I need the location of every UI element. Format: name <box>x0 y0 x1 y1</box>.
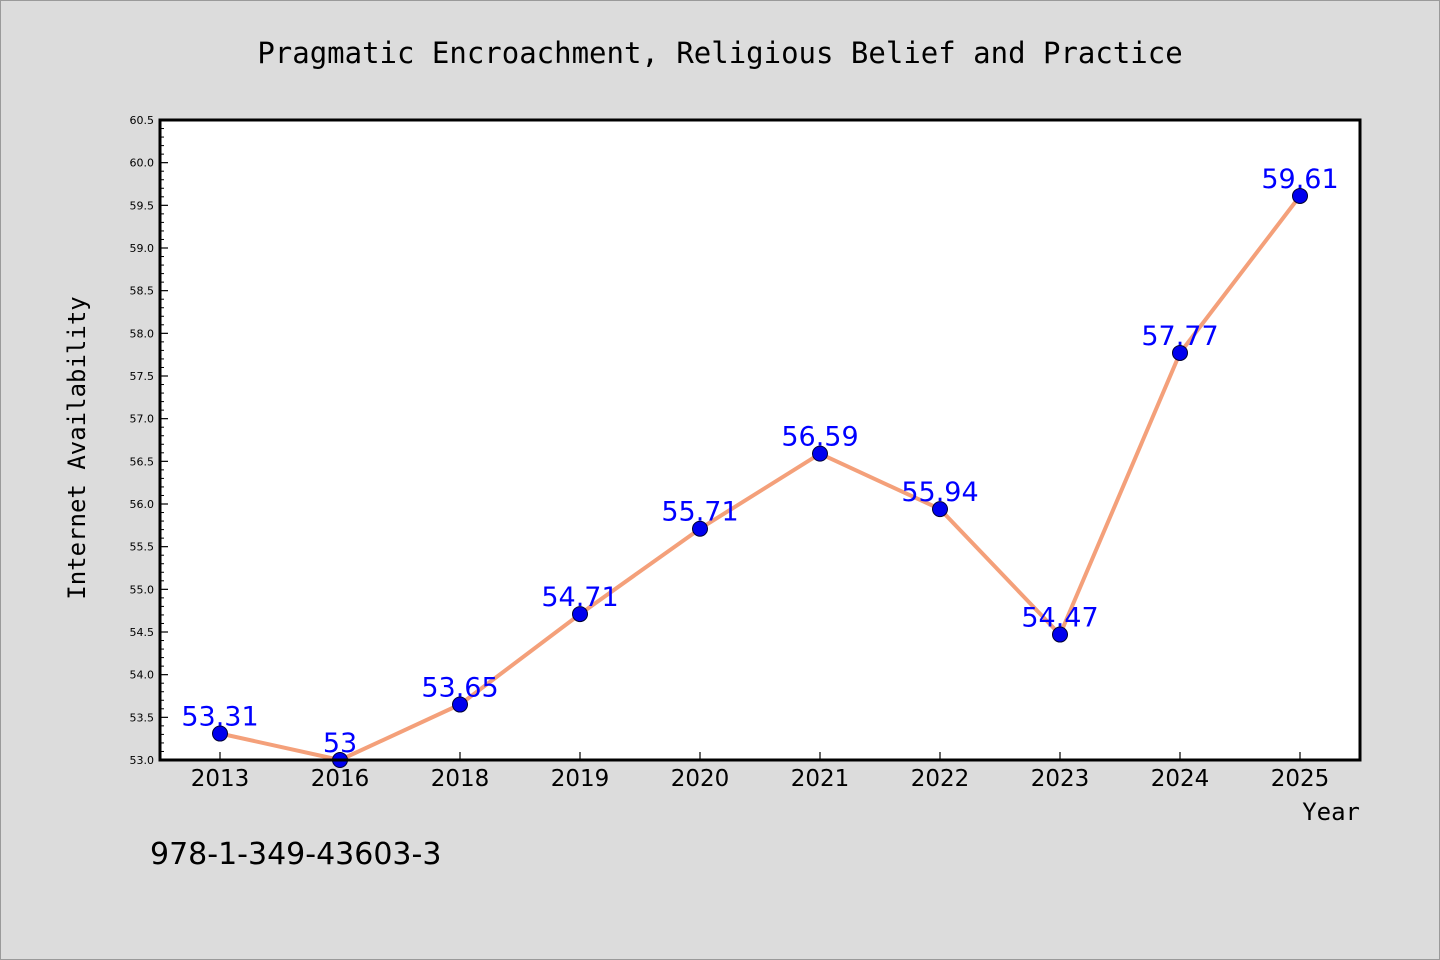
x-tick-label: 2016 <box>311 766 370 792</box>
data-point <box>692 520 708 537</box>
x-axis-ticks: 2013 2016 2018 2019 2020 2021 2022 2023 2024 2025 <box>191 752 1330 792</box>
data-label: 53.31 <box>181 702 258 733</box>
y-tick-label: 57.0 <box>130 413 155 426</box>
y-tick-label: 56.5 <box>130 455 155 468</box>
data-label: 53 <box>323 728 357 759</box>
data-label: 55.71 <box>661 497 738 528</box>
x-tick-label: 2022 <box>911 766 970 792</box>
data-label: 54.71 <box>541 582 618 613</box>
y-tick-label: 58.5 <box>130 285 155 298</box>
data-label: 54.47 <box>1021 603 1098 634</box>
y-tick-label: 57.5 <box>130 370 155 383</box>
data-labels: 53.31 53 53.65 54.71 55.71 56.59 55.94 54.47 57.… <box>181 164 1338 759</box>
x-tick-label: 2020 <box>671 766 730 792</box>
plot-area <box>160 120 1360 760</box>
data-point <box>1172 344 1188 361</box>
data-point <box>932 501 948 518</box>
x-axis-label: Year <box>1302 798 1360 826</box>
y-tick-label: 56.0 <box>130 498 155 511</box>
y-axis-ticks: 53.0 53.5 54.0 54.5 55.0 55.5 56.0 56.5 57.0 57.5… <box>130 114 168 767</box>
data-point <box>212 725 228 742</box>
data-label: 56.59 <box>781 422 858 453</box>
isbn-footer: 978-1-349-43603-3 <box>150 837 441 872</box>
series-line <box>218 193 1302 762</box>
x-tick-label: 2021 <box>791 766 850 792</box>
data-point <box>452 696 468 713</box>
x-tick-label: 2023 <box>1031 766 1090 792</box>
y-tick-label: 55.5 <box>130 541 155 554</box>
y-tick-label: 53.5 <box>130 711 155 724</box>
y-tick-label: 54.5 <box>130 626 155 639</box>
data-label: 59.61 <box>1261 164 1338 195</box>
y-tick-label: 55.0 <box>130 583 155 596</box>
chart-title: Pragmatic Encroachment, Religious Belief… <box>257 36 1182 70</box>
y-axis-label: Internet Availability <box>63 296 91 599</box>
data-label: 55.94 <box>901 477 978 508</box>
y-tick-label: 59.0 <box>130 242 155 255</box>
x-tick-label: 2018 <box>431 766 490 792</box>
plot-border <box>158 118 1362 762</box>
data-point <box>1052 626 1068 643</box>
x-tick-label: 2024 <box>1151 766 1210 792</box>
data-label: 57.77 <box>1141 321 1218 352</box>
data-label: 53.65 <box>421 673 498 704</box>
y-tick-label: 54.0 <box>130 669 155 682</box>
data-point <box>1292 187 1308 204</box>
y-tick-label: 60.0 <box>130 157 155 170</box>
x-tick-label: 2025 <box>1271 766 1330 792</box>
x-tick-label: 2019 <box>551 766 610 792</box>
y-tick-label: 58.0 <box>130 327 155 340</box>
y-tick-label: 60.5 <box>130 114 155 127</box>
data-point <box>572 606 588 623</box>
x-tick-label: 2013 <box>191 766 250 792</box>
data-point <box>812 445 828 462</box>
y-tick-label: 59.5 <box>130 199 155 212</box>
y-tick-label: 53.0 <box>130 754 155 767</box>
data-markers <box>212 187 1308 768</box>
